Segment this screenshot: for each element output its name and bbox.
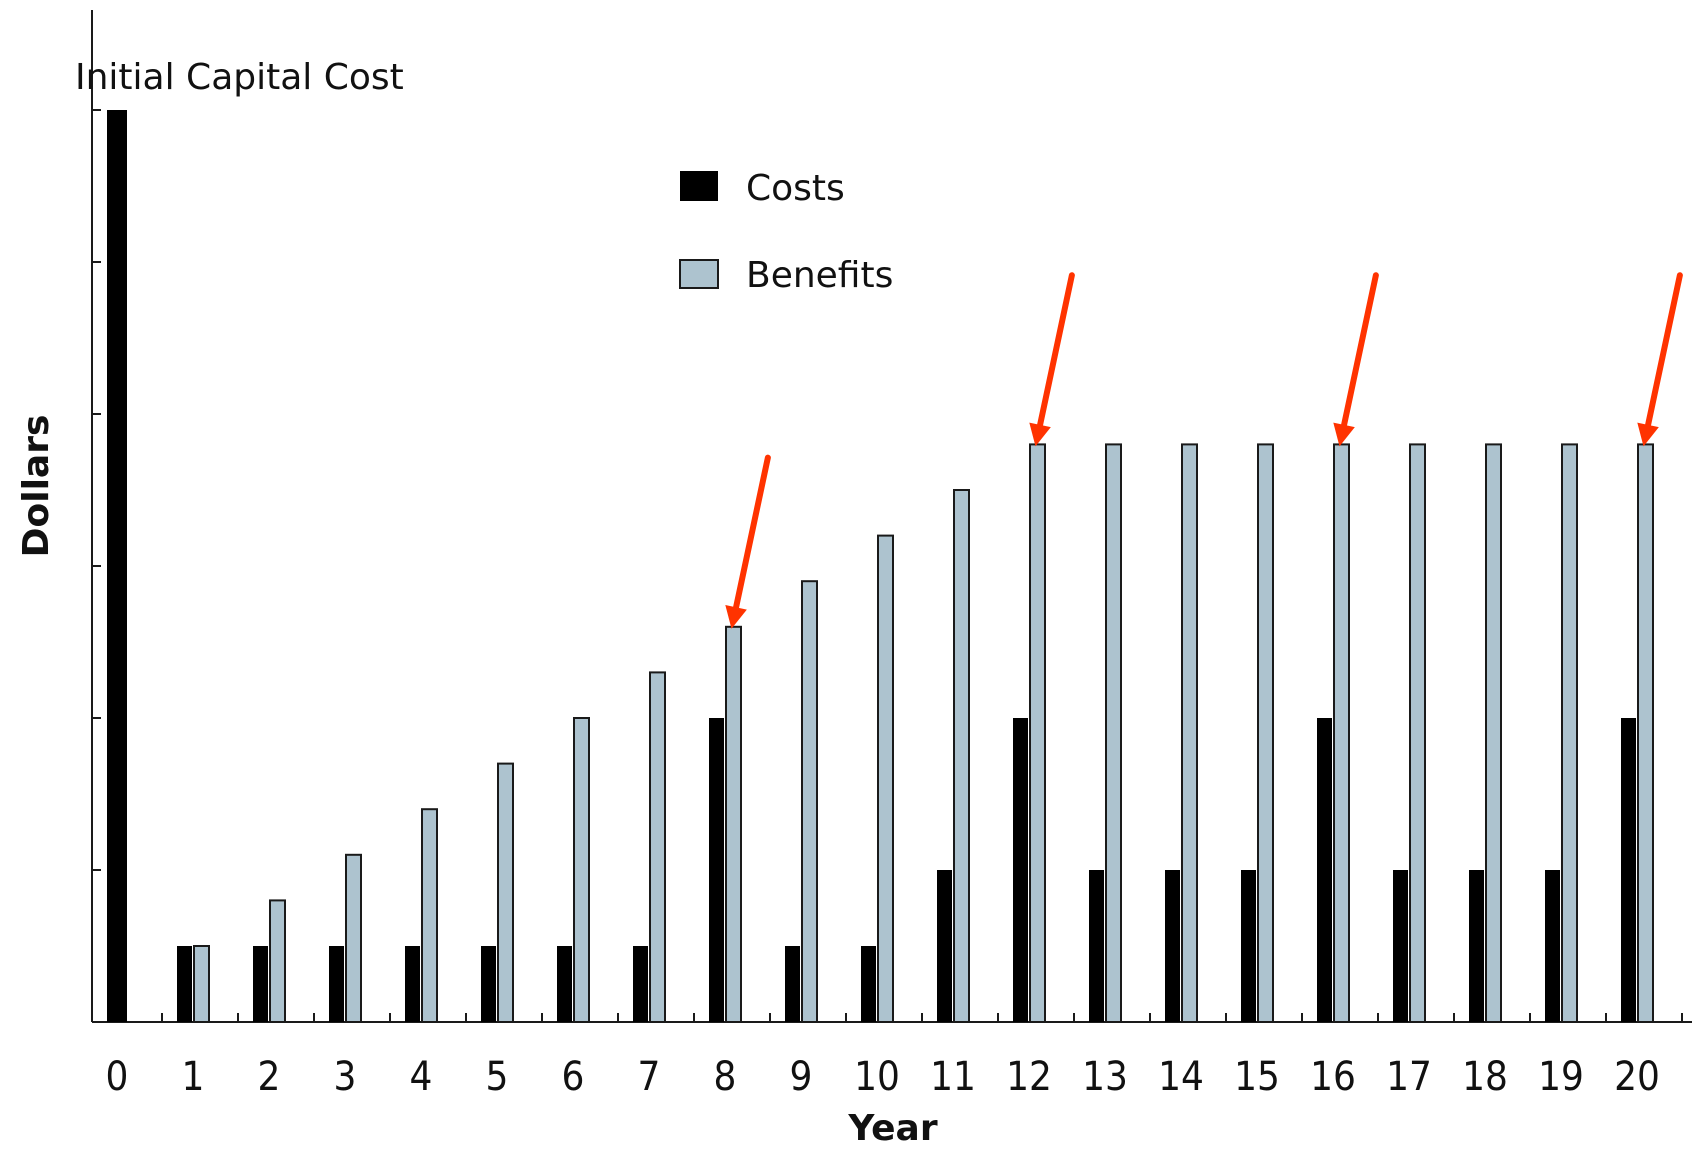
cost-bar-year-18 <box>1469 870 1484 1022</box>
cost-bar-year-2 <box>253 946 268 1022</box>
highlight-arrow-shaft-year-16 <box>1341 272 1379 428</box>
highlight-arrow-head-year-16 <box>1333 422 1355 447</box>
benefit-bar-year-3 <box>345 853 362 1023</box>
x-tick-label-15: 15 <box>1234 1054 1280 1100</box>
benefit-bar-year-11 <box>953 489 970 1023</box>
cost-bar-year-11 <box>937 870 952 1022</box>
cost-bar-year-19 <box>1545 870 1560 1022</box>
benefit-bar-year-17 <box>1409 443 1426 1023</box>
annotation-initial-capital-cost: Initial Capital Cost <box>75 57 404 98</box>
benefit-bar-year-15 <box>1257 443 1274 1023</box>
benefit-bar-year-5 <box>497 762 514 1023</box>
x-tick-label-4: 4 <box>410 1054 433 1100</box>
x-tick-label-1: 1 <box>182 1054 205 1100</box>
benefit-bar-year-13 <box>1105 443 1122 1023</box>
highlight-arrow-head-year-8 <box>725 604 747 629</box>
cost-bar-year-9 <box>785 946 800 1022</box>
x-tick-label-5: 5 <box>486 1054 509 1100</box>
highlight-arrows <box>725 272 1683 629</box>
cost-bar-year-5 <box>481 946 496 1022</box>
benefit-bar-year-19 <box>1561 443 1578 1023</box>
highlight-arrow-shaft-year-8 <box>733 454 771 611</box>
x-tick-label-6: 6 <box>562 1054 585 1100</box>
highlight-arrow-head-year-12 <box>1029 422 1051 447</box>
cost-bar-year-8 <box>709 718 724 1022</box>
x-tick-label-20: 20 <box>1614 1054 1660 1100</box>
benefit-bar-year-1 <box>193 945 210 1023</box>
y-axis-title: Dollars <box>16 415 57 558</box>
cost-bar-year-1 <box>177 946 192 1022</box>
cost-bar-year-16 <box>1317 718 1332 1022</box>
x-tick-label-3: 3 <box>334 1054 357 1100</box>
benefit-bar-year-10 <box>877 534 894 1023</box>
cost-bar-year-3 <box>329 946 344 1022</box>
benefit-bar-year-8 <box>725 625 742 1023</box>
cost-bar-year-12 <box>1013 718 1028 1022</box>
cost-bar-year-15 <box>1241 870 1256 1022</box>
cost-bar-year-17 <box>1393 870 1408 1022</box>
benefit-bar-year-7 <box>649 671 666 1024</box>
highlight-arrow-shaft-year-12 <box>1037 272 1075 428</box>
cost-bar-year-7 <box>633 946 648 1022</box>
x-tick-label-8: 8 <box>714 1054 737 1100</box>
x-tick-label-16: 16 <box>1310 1054 1356 1100</box>
cost-bar-year-20 <box>1621 718 1636 1022</box>
cost-bar-year-4 <box>405 946 420 1022</box>
x-tick-label-12: 12 <box>1006 1054 1052 1100</box>
x-tick-label-17: 17 <box>1386 1054 1432 1100</box>
cost-bar-year-10 <box>861 946 876 1022</box>
x-axis-title: Year <box>847 1108 937 1149</box>
highlight-arrow-head-year-20 <box>1637 422 1659 447</box>
legend-label-costs: Costs <box>746 168 845 209</box>
benefit-bar-year-2 <box>269 899 286 1024</box>
legend-label-benefits: Benefits <box>746 255 893 296</box>
tick-labels: 0 1 2 3 4 5 6 7 8 9 10 11 12 13 14 15 16 17 18 19 20 <box>106 1054 1660 1100</box>
legend-swatch-benefits <box>679 259 719 289</box>
cost-bar-year-14 <box>1165 870 1180 1022</box>
benefit-bar-year-20 <box>1637 443 1654 1023</box>
legend-swatch-costs <box>680 171 718 201</box>
benefit-bar-year-4 <box>421 808 438 1024</box>
benefit-bar-year-6 <box>573 717 590 1023</box>
highlight-arrow-shaft-year-20 <box>1645 272 1683 428</box>
benefit-bar-year-16 <box>1333 443 1350 1023</box>
x-tick-label-7: 7 <box>638 1054 661 1100</box>
x-tick-label-10: 10 <box>854 1054 900 1100</box>
legend: Costs Benefits <box>679 168 893 296</box>
benefit-bar-year-9 <box>801 580 818 1023</box>
benefit-bar-year-18 <box>1485 443 1502 1023</box>
benefit-bar-year-14 <box>1181 443 1198 1023</box>
x-tick-label-14: 14 <box>1158 1054 1204 1100</box>
x-tick-label-2: 2 <box>258 1054 281 1100</box>
bars <box>107 110 1654 1024</box>
benefit-bar-year-12 <box>1029 443 1046 1023</box>
cost-bar-year-0 <box>107 110 127 1022</box>
x-tick-label-11: 11 <box>930 1054 976 1100</box>
x-tick-label-0: 0 <box>106 1054 129 1100</box>
x-tick-label-9: 9 <box>790 1054 813 1100</box>
x-tick-label-13: 13 <box>1082 1054 1128 1100</box>
x-tick-label-19: 19 <box>1538 1054 1584 1100</box>
x-tick-label-18: 18 <box>1462 1054 1508 1100</box>
cost-bar-year-13 <box>1089 870 1104 1022</box>
cost-bar-year-6 <box>557 946 572 1022</box>
